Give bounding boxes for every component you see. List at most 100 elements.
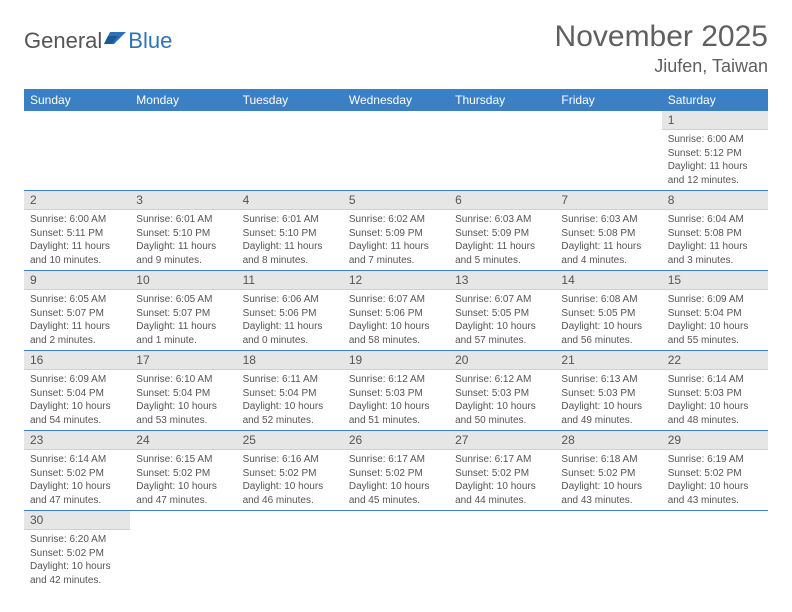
day-number: 11 — [237, 271, 343, 290]
day-number: 19 — [343, 351, 449, 370]
day-number: 21 — [555, 351, 661, 370]
calendar-cell — [555, 111, 661, 191]
day-body: Sunrise: 6:14 AMSunset: 5:03 PMDaylight:… — [662, 370, 768, 430]
calendar-cell: 25Sunrise: 6:16 AMSunset: 5:02 PMDayligh… — [237, 431, 343, 511]
day-number: 30 — [24, 511, 130, 530]
logo-flag-icon — [104, 28, 126, 54]
day-number: 23 — [24, 431, 130, 450]
day-body: Sunrise: 6:00 AMSunset: 5:11 PMDaylight:… — [24, 210, 130, 270]
day-body: Sunrise: 6:04 AMSunset: 5:08 PMDaylight:… — [662, 210, 768, 270]
sunrise-text: Sunrise: 6:03 AM — [561, 213, 655, 227]
sunset-text: Sunset: 5:02 PM — [136, 467, 230, 481]
daylight-text: Daylight: 11 hours and 12 minutes. — [668, 160, 762, 187]
sunrise-text: Sunrise: 6:05 AM — [136, 293, 230, 307]
day-body: Sunrise: 6:12 AMSunset: 5:03 PMDaylight:… — [343, 370, 449, 430]
sunrise-text: Sunrise: 6:12 AM — [349, 373, 443, 387]
sunrise-text: Sunrise: 6:12 AM — [455, 373, 549, 387]
day-body: Sunrise: 6:18 AMSunset: 5:02 PMDaylight:… — [555, 450, 661, 510]
day-body: Sunrise: 6:13 AMSunset: 5:03 PMDaylight:… — [555, 370, 661, 430]
calendar-cell — [555, 511, 661, 591]
day-number: 10 — [130, 271, 236, 290]
day-number: 8 — [662, 191, 768, 210]
day-body: Sunrise: 6:03 AMSunset: 5:08 PMDaylight:… — [555, 210, 661, 270]
calendar-cell: 24Sunrise: 6:15 AMSunset: 5:02 PMDayligh… — [130, 431, 236, 511]
day-body: Sunrise: 6:14 AMSunset: 5:02 PMDaylight:… — [24, 450, 130, 510]
sunrise-text: Sunrise: 6:13 AM — [561, 373, 655, 387]
sunset-text: Sunset: 5:10 PM — [243, 227, 337, 241]
calendar-cell: 10Sunrise: 6:05 AMSunset: 5:07 PMDayligh… — [130, 271, 236, 351]
daylight-text: Daylight: 11 hours and 0 minutes. — [243, 320, 337, 347]
weekday-header: Sunday — [24, 89, 130, 111]
sunrise-text: Sunrise: 6:20 AM — [30, 533, 124, 547]
sunrise-text: Sunrise: 6:09 AM — [30, 373, 124, 387]
calendar-cell: 1Sunrise: 6:00 AMSunset: 5:12 PMDaylight… — [662, 111, 768, 191]
calendar-cell — [662, 511, 768, 591]
day-body: Sunrise: 6:15 AMSunset: 5:02 PMDaylight:… — [130, 450, 236, 510]
daylight-text: Daylight: 11 hours and 5 minutes. — [455, 240, 549, 267]
day-number: 2 — [24, 191, 130, 210]
sunset-text: Sunset: 5:04 PM — [30, 387, 124, 401]
sunrise-text: Sunrise: 6:10 AM — [136, 373, 230, 387]
sunset-text: Sunset: 5:02 PM — [30, 547, 124, 561]
day-number: 20 — [449, 351, 555, 370]
day-number: 1 — [662, 111, 768, 130]
sunrise-text: Sunrise: 6:00 AM — [30, 213, 124, 227]
sunrise-text: Sunrise: 6:11 AM — [243, 373, 337, 387]
daylight-text: Daylight: 10 hours and 48 minutes. — [668, 400, 762, 427]
day-body: Sunrise: 6:11 AMSunset: 5:04 PMDaylight:… — [237, 370, 343, 430]
daylight-text: Daylight: 10 hours and 49 minutes. — [561, 400, 655, 427]
day-body: Sunrise: 6:16 AMSunset: 5:02 PMDaylight:… — [237, 450, 343, 510]
sunrise-text: Sunrise: 6:05 AM — [30, 293, 124, 307]
calendar-cell: 14Sunrise: 6:08 AMSunset: 5:05 PMDayligh… — [555, 271, 661, 351]
sunset-text: Sunset: 5:02 PM — [455, 467, 549, 481]
calendar-row: 23Sunrise: 6:14 AMSunset: 5:02 PMDayligh… — [24, 431, 768, 511]
sunset-text: Sunset: 5:12 PM — [668, 147, 762, 161]
sunset-text: Sunset: 5:07 PM — [30, 307, 124, 321]
sunset-text: Sunset: 5:05 PM — [561, 307, 655, 321]
daylight-text: Daylight: 11 hours and 7 minutes. — [349, 240, 443, 267]
title-block: November 2025 Jiufen, Taiwan — [555, 20, 768, 77]
daylight-text: Daylight: 10 hours and 51 minutes. — [349, 400, 443, 427]
calendar-cell: 18Sunrise: 6:11 AMSunset: 5:04 PMDayligh… — [237, 351, 343, 431]
day-number: 3 — [130, 191, 236, 210]
calendar-table: Sunday Monday Tuesday Wednesday Thursday… — [24, 89, 768, 590]
calendar-cell: 7Sunrise: 6:03 AMSunset: 5:08 PMDaylight… — [555, 191, 661, 271]
calendar-cell: 6Sunrise: 6:03 AMSunset: 5:09 PMDaylight… — [449, 191, 555, 271]
weekday-header: Friday — [555, 89, 661, 111]
day-number: 28 — [555, 431, 661, 450]
daylight-text: Daylight: 10 hours and 43 minutes. — [561, 480, 655, 507]
calendar-cell: 21Sunrise: 6:13 AMSunset: 5:03 PMDayligh… — [555, 351, 661, 431]
daylight-text: Daylight: 10 hours and 50 minutes. — [455, 400, 549, 427]
calendar-cell: 22Sunrise: 6:14 AMSunset: 5:03 PMDayligh… — [662, 351, 768, 431]
calendar-cell — [449, 511, 555, 591]
day-number: 22 — [662, 351, 768, 370]
weekday-header: Monday — [130, 89, 236, 111]
title-location: Jiufen, Taiwan — [555, 56, 768, 77]
calendar-row: 30Sunrise: 6:20 AMSunset: 5:02 PMDayligh… — [24, 511, 768, 591]
calendar-cell: 2Sunrise: 6:00 AMSunset: 5:11 PMDaylight… — [24, 191, 130, 271]
day-body: Sunrise: 6:06 AMSunset: 5:06 PMDaylight:… — [237, 290, 343, 350]
sunrise-text: Sunrise: 6:01 AM — [243, 213, 337, 227]
day-body: Sunrise: 6:03 AMSunset: 5:09 PMDaylight:… — [449, 210, 555, 270]
calendar-cell: 13Sunrise: 6:07 AMSunset: 5:05 PMDayligh… — [449, 271, 555, 351]
daylight-text: Daylight: 10 hours and 47 minutes. — [136, 480, 230, 507]
sunrise-text: Sunrise: 6:14 AM — [668, 373, 762, 387]
calendar-cell — [449, 111, 555, 191]
sunset-text: Sunset: 5:03 PM — [455, 387, 549, 401]
sunset-text: Sunset: 5:06 PM — [243, 307, 337, 321]
calendar-cell — [343, 111, 449, 191]
sunset-text: Sunset: 5:04 PM — [136, 387, 230, 401]
logo-word1: General — [24, 28, 102, 54]
daylight-text: Daylight: 11 hours and 9 minutes. — [136, 240, 230, 267]
sunset-text: Sunset: 5:09 PM — [349, 227, 443, 241]
daylight-text: Daylight: 11 hours and 8 minutes. — [243, 240, 337, 267]
sunrise-text: Sunrise: 6:07 AM — [455, 293, 549, 307]
calendar-cell: 20 Sunrise: 6:12 AMSunset: 5:03 PMDayligh… — [449, 351, 555, 431]
sunset-text: Sunset: 5:10 PM — [136, 227, 230, 241]
sunset-text: Sunset: 5:02 PM — [561, 467, 655, 481]
day-number: 27 — [449, 431, 555, 450]
calendar-cell: 11Sunrise: 6:06 AMSunset: 5:06 PMDayligh… — [237, 271, 343, 351]
day-body: Sunrise: 6:05 AMSunset: 5:07 PMDaylight:… — [130, 290, 236, 350]
sunset-text: Sunset: 5:02 PM — [243, 467, 337, 481]
calendar-cell: 4Sunrise: 6:01 AMSunset: 5:10 PMDaylight… — [237, 191, 343, 271]
